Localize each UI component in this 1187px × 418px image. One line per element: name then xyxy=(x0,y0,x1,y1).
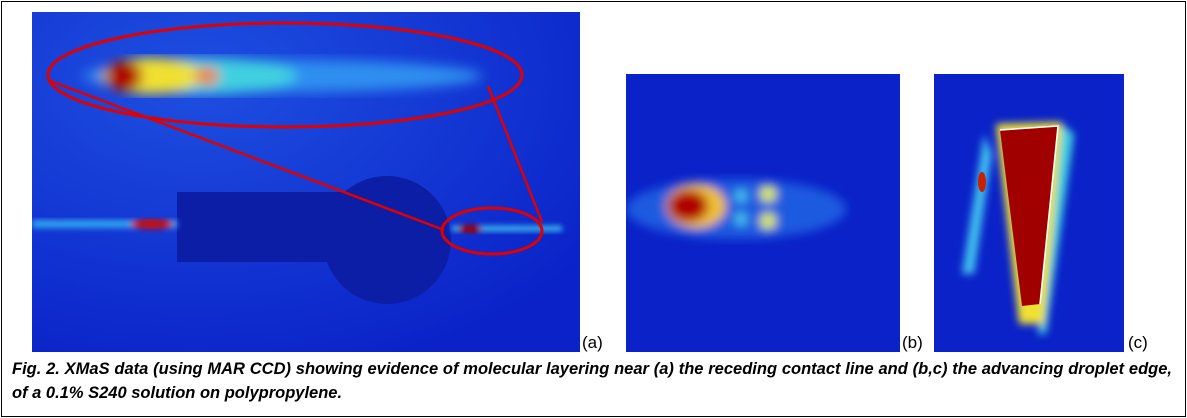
panel-label: (b) xyxy=(902,333,923,353)
page: (a) (b) (c) Fig. 2. XMaS data (using MAR… xyxy=(0,0,1187,418)
panel-b-image xyxy=(626,74,900,352)
panel-label: (c) xyxy=(1128,333,1148,353)
panel-a-image xyxy=(32,12,580,352)
figure-caption: Fig. 2. XMaS data (using MAR CCD) showin… xyxy=(12,357,1172,405)
panel-c-image xyxy=(934,74,1124,352)
panel-label: (a) xyxy=(582,333,603,353)
